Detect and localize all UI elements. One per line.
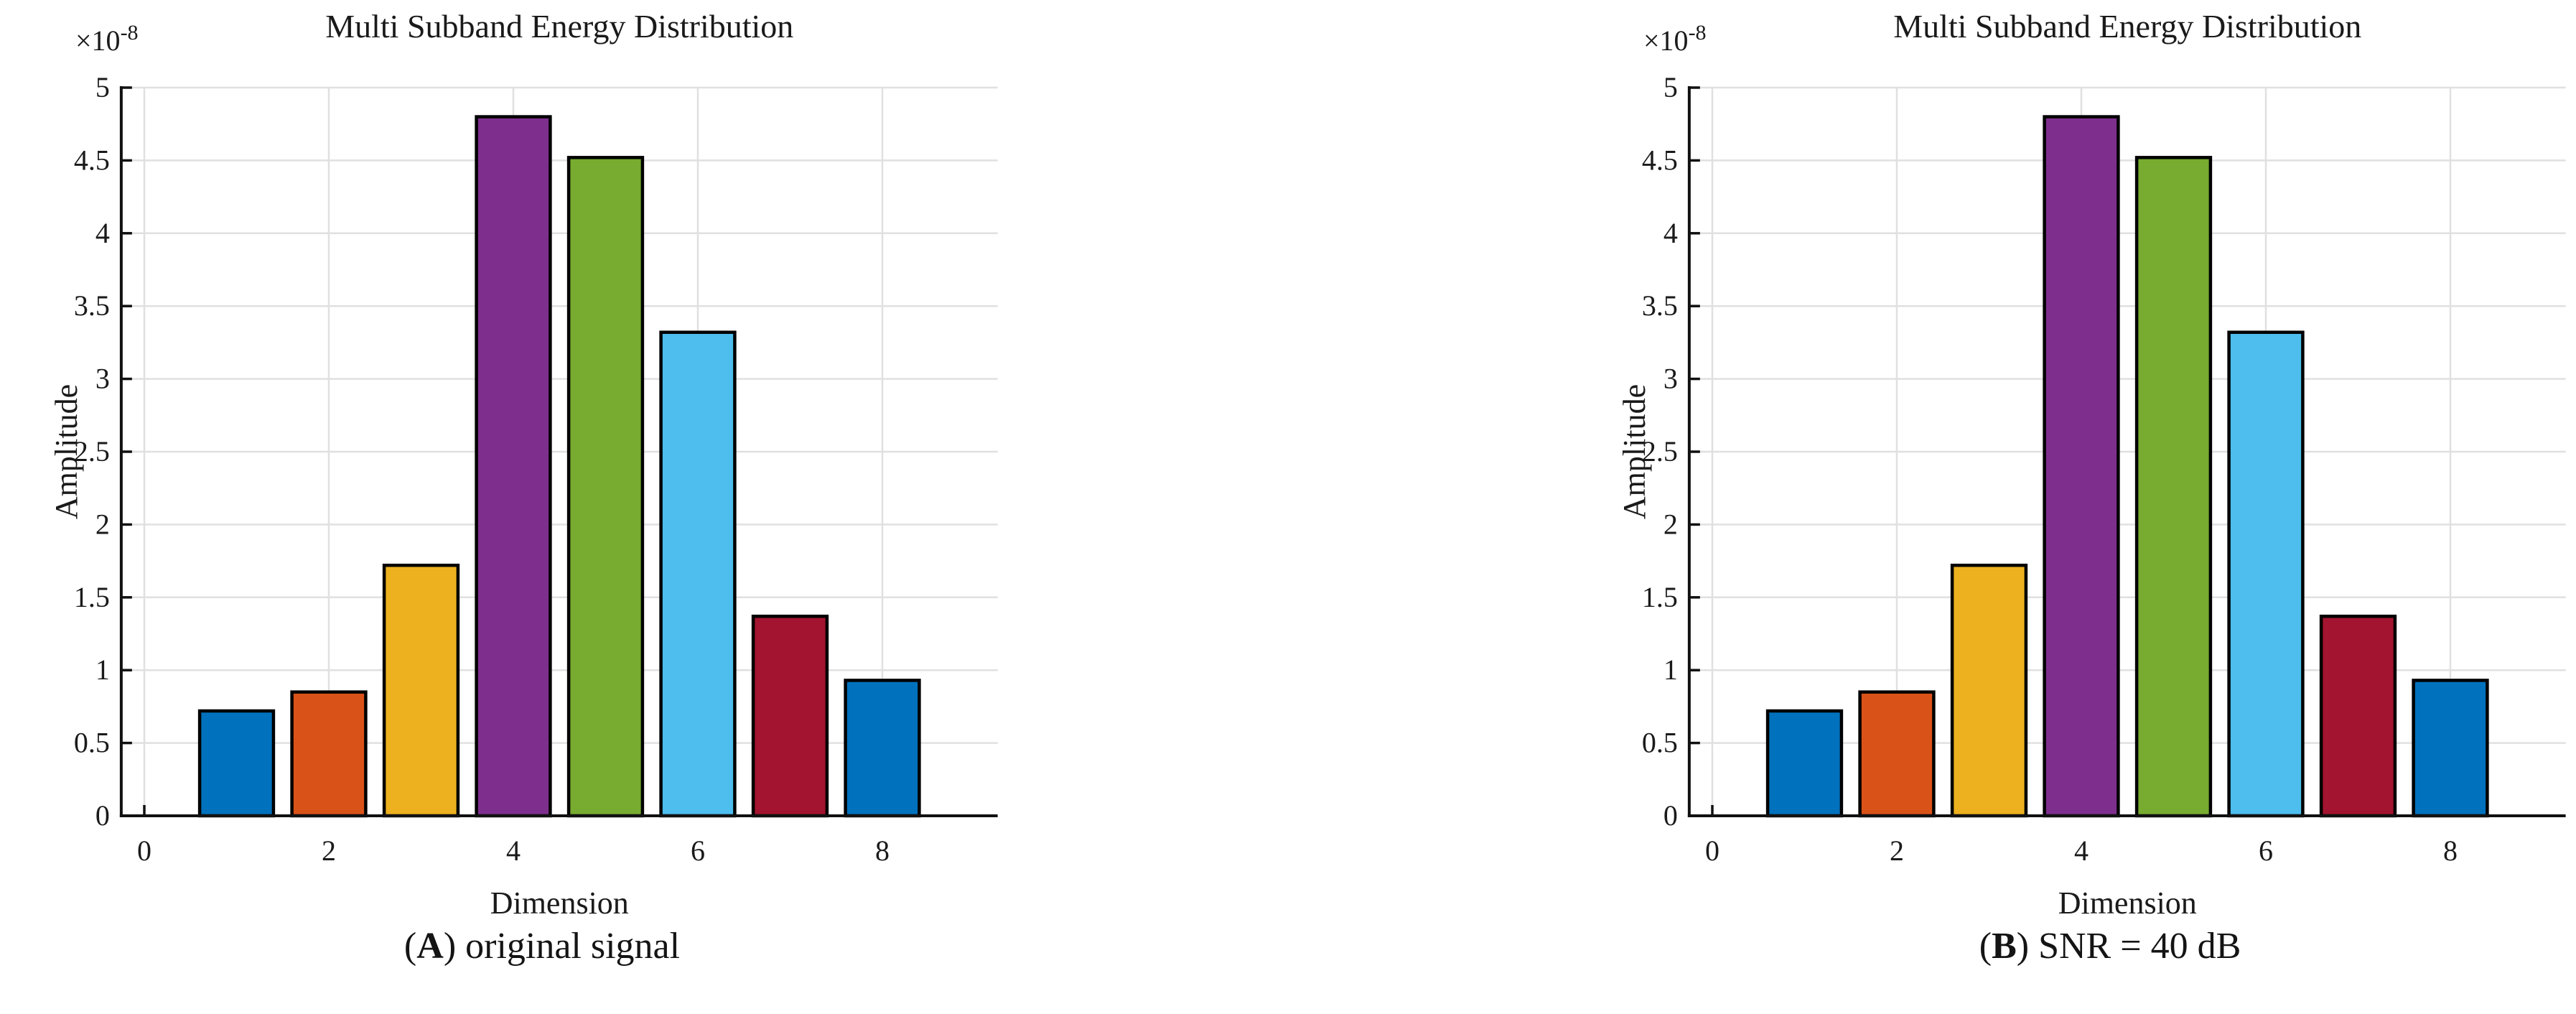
caption-a-text: ) original signal — [443, 926, 681, 967]
y-tick-label: 0.5 — [74, 727, 110, 759]
x-tick-label: 4 — [2074, 834, 2089, 867]
y-tick-label: 1.5 — [1642, 581, 1678, 613]
y-tick-label: 1 — [1663, 653, 1678, 686]
y-tick-label: 3 — [95, 363, 110, 395]
y-tick-label: 2.5 — [74, 435, 110, 468]
caption-b: (B) SNR = 40 dB — [1607, 925, 2576, 967]
bar — [2227, 330, 2305, 818]
bar — [475, 115, 552, 818]
bar — [659, 330, 737, 818]
y-tick-label: 5 — [95, 71, 110, 103]
x-tick-label: 6 — [2259, 834, 2273, 867]
y-axis-label: Amplitude — [1617, 384, 1652, 519]
y-tick-label: 2 — [1663, 508, 1678, 540]
y-tick-label: 4 — [1663, 217, 1678, 249]
bar — [2043, 115, 2120, 818]
caption-a-open-paren: ( — [403, 926, 417, 967]
x-tick-label: 6 — [691, 834, 705, 867]
bar — [751, 614, 829, 818]
y-tick-label: 2.5 — [1642, 435, 1678, 468]
y-scale-label: ×10-8 — [75, 21, 139, 57]
bar — [382, 563, 460, 818]
y-tick-label: 0 — [1663, 799, 1678, 832]
caption-a: (A) original signal — [39, 925, 1045, 967]
x-tick-label: 0 — [137, 834, 151, 867]
x-tick-label: 2 — [322, 834, 336, 867]
y-scale-label: ×10-8 — [1643, 21, 1707, 57]
bar — [844, 679, 921, 818]
y-tick-label: 3 — [1663, 363, 1678, 395]
x-axis-label: Dimension — [490, 885, 629, 921]
y-axis-label: Amplitude — [49, 384, 84, 519]
x-tick-label: 4 — [506, 834, 521, 867]
bar — [1950, 563, 2028, 818]
bar — [290, 690, 368, 818]
bar — [2134, 156, 2213, 818]
bar — [1858, 690, 1936, 818]
chart-title: Multi Subband Energy Distribution — [1893, 8, 2361, 45]
y-tick-label: 4 — [95, 217, 110, 249]
x-tick-label: 8 — [875, 834, 890, 867]
chart-title: Multi Subband Energy Distribution — [325, 8, 793, 45]
y-tick-label: 0.5 — [1642, 727, 1678, 759]
caption-b-open-paren: ( — [1979, 926, 1992, 967]
x-tick-label: 0 — [1705, 834, 1719, 867]
x-axis-label: Dimension — [2058, 885, 2197, 921]
bar — [197, 709, 276, 818]
caption-a-letter: A — [416, 926, 444, 967]
caption-b-letter: B — [1992, 926, 2017, 967]
subplot-a: 0 0.5 1 1.5 2 2.5 3 3.5 4 4.5 5 0 2 4 6 8 ×10-8 Multi Sub… — [39, 0, 1045, 1014]
bar — [1765, 709, 1844, 818]
subplot-b: 0 0.5 1 1.5 2 2.5 3 3.5 4 4.5 5 0 2 4 6 8 ×10-8 Multi Sub… — [1607, 0, 2576, 1014]
bar-chart-a: 0 0.5 1 1.5 2 2.5 3 3.5 4 4.5 5 0 2 4 6 8 ×10-8 Multi Sub… — [49, 8, 998, 921]
bar — [566, 156, 645, 818]
y-tick-label: 4.5 — [74, 144, 110, 176]
y-tick-label: 2 — [95, 508, 110, 540]
bar — [2319, 614, 2397, 818]
y-tick-label: 0 — [95, 799, 110, 832]
y-tick-label: 4.5 — [1642, 144, 1678, 176]
caption-b-text: ) SNR = 40 dB — [2016, 926, 2241, 967]
y-tick-label: 3.5 — [74, 289, 110, 322]
x-tick-label: 2 — [1890, 834, 1904, 867]
bar-chart-b: 0 0.5 1 1.5 2 2.5 3 3.5 4 4.5 5 0 2 4 6 8 ×10-8 Multi Sub… — [1617, 8, 2566, 921]
y-tick-label: 1.5 — [74, 581, 110, 613]
y-tick-label: 1 — [95, 653, 110, 686]
y-tick-label: 3.5 — [1642, 289, 1678, 322]
y-tick-label: 5 — [1663, 71, 1678, 103]
bar — [2412, 679, 2489, 818]
x-tick-label: 8 — [2443, 834, 2458, 867]
